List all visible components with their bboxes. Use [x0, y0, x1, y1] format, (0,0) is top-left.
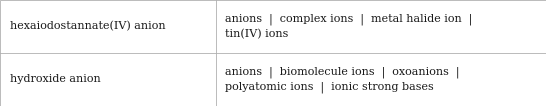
Text: hydroxide anion: hydroxide anion [10, 75, 100, 84]
Text: anions  |  biomolecule ions  |  oxoanions  |
polyatomic ions  |  ionic strong ba: anions | biomolecule ions | oxoanions | … [225, 66, 460, 93]
Text: anions  |  complex ions  |  metal halide ion  |
tin(IV) ions: anions | complex ions | metal halide ion… [225, 14, 473, 39]
Text: hexaiodostannate(IV) anion: hexaiodostannate(IV) anion [10, 21, 165, 32]
